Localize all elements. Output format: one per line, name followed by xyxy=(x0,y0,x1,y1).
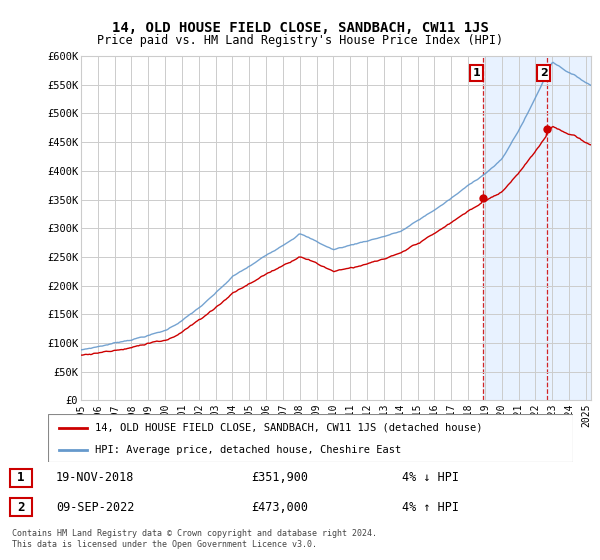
Text: 4% ↑ HPI: 4% ↑ HPI xyxy=(401,501,458,514)
Text: Contains HM Land Registry data © Crown copyright and database right 2024.
This d: Contains HM Land Registry data © Crown c… xyxy=(12,529,377,549)
Text: £351,900: £351,900 xyxy=(251,472,308,484)
Text: Price paid vs. HM Land Registry's House Price Index (HPI): Price paid vs. HM Land Registry's House … xyxy=(97,34,503,46)
Text: £473,000: £473,000 xyxy=(251,501,308,514)
Text: 1: 1 xyxy=(472,68,480,78)
Text: 19-NOV-2018: 19-NOV-2018 xyxy=(56,472,134,484)
Text: 1: 1 xyxy=(17,472,25,484)
Text: 14, OLD HOUSE FIELD CLOSE, SANDBACH, CW11 1JS (detached house): 14, OLD HOUSE FIELD CLOSE, SANDBACH, CW1… xyxy=(95,423,483,433)
Text: 4% ↓ HPI: 4% ↓ HPI xyxy=(401,472,458,484)
Bar xyxy=(483,56,591,400)
Bar xyxy=(10,469,32,487)
Text: 09-SEP-2022: 09-SEP-2022 xyxy=(56,501,134,514)
Text: 2: 2 xyxy=(17,501,25,514)
Bar xyxy=(10,498,32,516)
Text: HPI: Average price, detached house, Cheshire East: HPI: Average price, detached house, Ches… xyxy=(95,445,401,455)
Text: 2: 2 xyxy=(539,68,547,78)
Text: 14, OLD HOUSE FIELD CLOSE, SANDBACH, CW11 1JS: 14, OLD HOUSE FIELD CLOSE, SANDBACH, CW1… xyxy=(112,21,488,35)
